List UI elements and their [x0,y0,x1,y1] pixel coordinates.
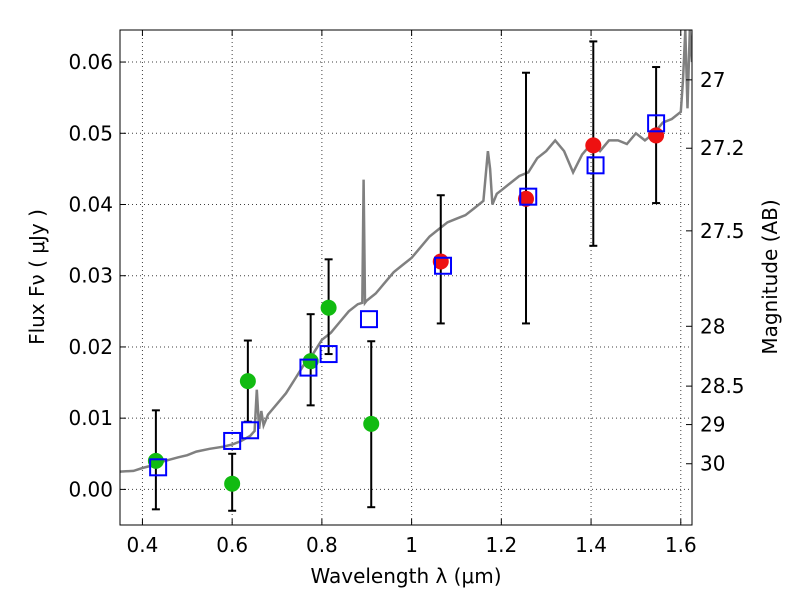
x-axis-label: Wavelength λ (μm) [310,564,501,588]
y2-tick-label: 28 [700,314,725,338]
y-tick-label: 0.05 [68,121,113,145]
x-tick-label: 0.8 [306,533,338,557]
y2-tick-label: 30 [700,452,725,476]
data-point-circle [585,137,602,154]
x-axis-ticks: 0.4 0.6 0.8 1 1.2 1.4 1.6 [127,30,697,557]
y-tick-label: 0.02 [68,335,113,359]
data-markers [147,114,666,492]
data-point-circle [147,452,164,469]
y-tick-label: 0.00 [68,477,113,501]
data-point-circle [363,415,380,432]
data-point-circle [518,190,535,207]
x-tick-label: 0.4 [127,533,159,557]
data-point-circle [239,373,256,390]
data-point-square [241,421,260,440]
y2-tick-label: 27.2 [700,136,745,160]
x-tick-label: 0.6 [216,533,248,557]
data-point-circle [320,299,337,316]
plot-frame [119,29,693,526]
y2-axis-ticks: 27 27.2 27.5 28 28.5 29 30 [686,68,745,476]
y-axis-label: Flux Fν ( μJy ) [25,209,49,345]
x-tick-label: 1.4 [575,533,607,557]
model-spectrum-line [120,30,692,473]
data-point-square [359,310,378,329]
data-point-circle [224,475,241,492]
y-axis-ticks: 0.00 0.01 0.02 0.03 0.04 0.05 0.06 [68,50,126,501]
y2-tick-label: 27 [700,68,725,92]
x-tick-label: 1 [405,533,418,557]
y-tick-label: 0.01 [68,406,113,430]
x-tick-label: 1.6 [665,533,697,557]
y2-tick-label: 28.5 [700,374,745,398]
data-point-square [299,358,318,377]
y2-tick-label: 29 [700,413,725,437]
data-point-square [586,156,605,175]
data-point-square [223,431,242,450]
y2-tick-label: 27.5 [700,219,745,243]
y-tick-label: 0.04 [68,192,113,216]
data-point-circle [648,127,665,144]
data-point-square [319,345,338,364]
model-spectrum [120,30,692,473]
y-tick-label: 0.06 [68,50,113,74]
data-point-square [434,256,453,275]
x-tick-label: 1.2 [485,533,517,557]
y-tick-label: 0.03 [68,264,113,288]
y2-axis-label: Magnitude (AB) [758,199,782,354]
data-point-circle [302,353,319,370]
grid-lines [120,30,692,525]
data-point-square [647,114,666,133]
data-point-square [149,458,168,477]
data-point-square [519,187,538,206]
